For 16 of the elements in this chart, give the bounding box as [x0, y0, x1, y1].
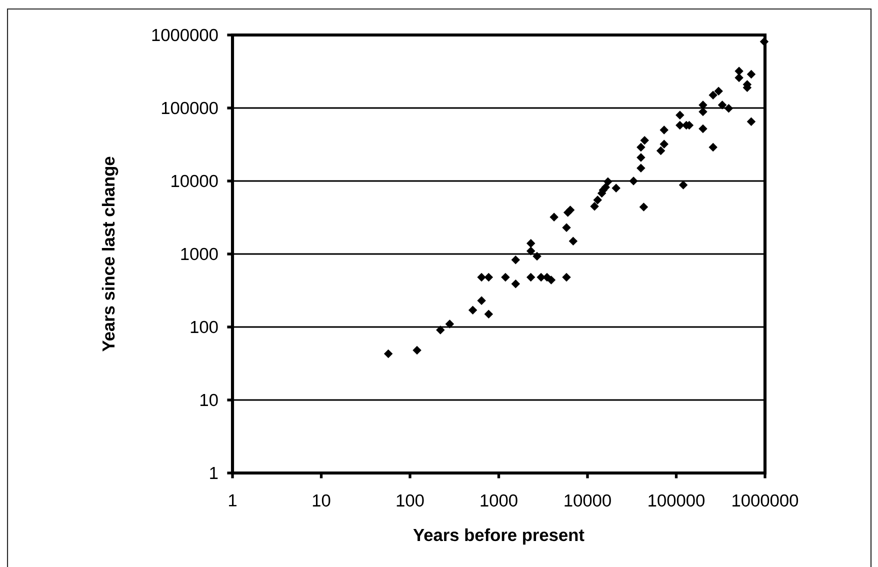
x-tick-label: 100000	[648, 494, 704, 507]
y-tick-label: 10000	[172, 174, 218, 188]
y-tick-label: 100	[190, 320, 218, 334]
x-axis-title: Years before present	[413, 528, 584, 545]
x-tick-label: 10000	[564, 494, 611, 507]
x-tick-label: 100	[396, 494, 424, 507]
y-tick-label: 1	[210, 467, 218, 479]
y-tick-label: 100000	[162, 102, 218, 114]
y-axis-title: Years since last change	[102, 156, 118, 352]
y-tick-label: 1000000	[152, 28, 218, 42]
x-tick-label: 10	[312, 494, 330, 507]
x-tick-label: 1	[229, 494, 236, 506]
y-tick-label: 10	[200, 394, 218, 406]
x-tick-label: 1000	[480, 494, 518, 507]
x-tick-label: 1000000	[732, 494, 798, 507]
y-tick-label: 1000	[181, 248, 218, 260]
